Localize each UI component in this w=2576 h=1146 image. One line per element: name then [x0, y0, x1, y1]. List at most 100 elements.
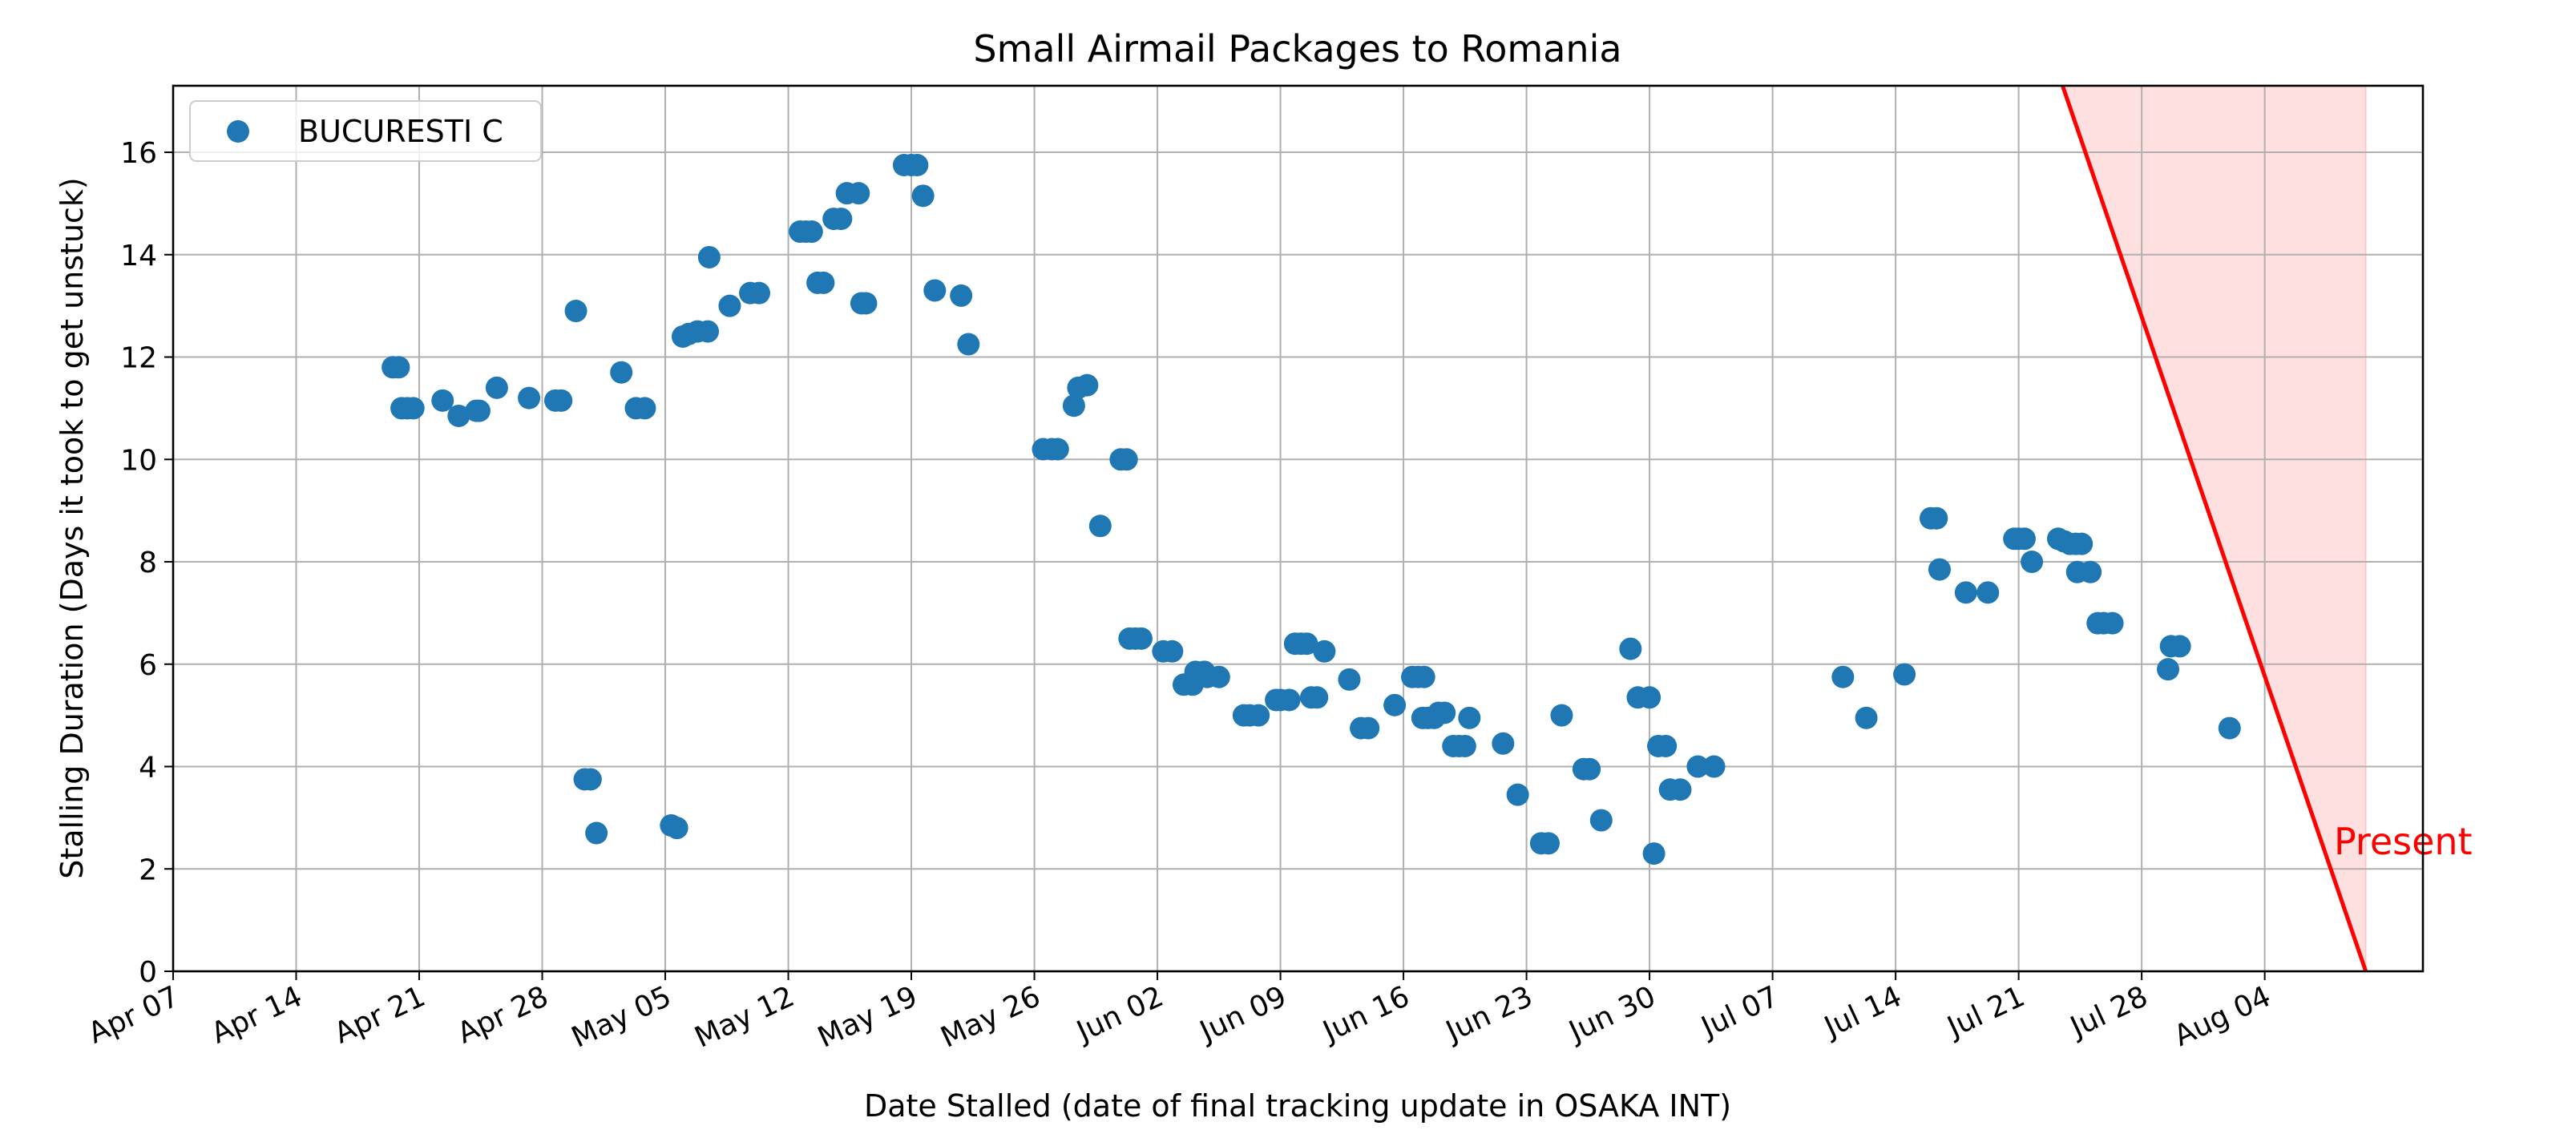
data-point [1433, 701, 1456, 724]
data-point [1076, 373, 1099, 397]
data-point [2157, 658, 2180, 681]
plot-frame [172, 84, 2425, 973]
data-point [718, 294, 741, 317]
data-point [518, 386, 541, 410]
data-point [387, 356, 410, 379]
grid [172, 86, 2423, 972]
data-point [812, 271, 835, 294]
y-tick-label: 10 [120, 444, 157, 477]
data-point [747, 281, 770, 305]
data-point [1129, 627, 1153, 650]
data-point [1492, 732, 1515, 755]
data-point [1306, 686, 1329, 709]
data-point [830, 208, 853, 231]
data-point [550, 389, 573, 412]
data-point [847, 182, 870, 205]
data-point [467, 399, 491, 422]
data-point [585, 821, 608, 845]
data-point [1115, 448, 1138, 471]
data-point [2070, 532, 2094, 555]
data-point [957, 333, 980, 356]
data-point [1686, 755, 1710, 778]
data-point [1088, 514, 1112, 538]
y-tick-label: 12 [120, 342, 157, 375]
data-point [950, 284, 973, 307]
data-point [2218, 716, 2241, 740]
data-point [2013, 527, 2036, 551]
data-point [911, 184, 935, 208]
data-point [1855, 706, 1878, 729]
data-point [564, 300, 587, 323]
data-point [579, 768, 602, 791]
y-tick-label: 2 [139, 853, 157, 886]
data-point [1313, 640, 1336, 663]
data-point [610, 361, 633, 384]
present-line-group: Present [2061, 85, 2473, 972]
data-point [1928, 558, 1951, 581]
data-point [1458, 706, 1481, 729]
present-label: Present [2334, 820, 2473, 863]
data-point [402, 397, 425, 420]
data-point [1976, 581, 2000, 604]
data-point [1654, 734, 1678, 757]
legend-box [189, 100, 542, 162]
data-point [1550, 704, 1573, 727]
data-point [1536, 832, 1560, 855]
data-point [1619, 637, 1642, 660]
data-point [1589, 809, 1613, 832]
data-point [2168, 635, 2191, 658]
data-point [1278, 688, 1301, 712]
data-point [1338, 668, 1361, 691]
legend: BUCURESTI C [189, 100, 542, 162]
data-point [1578, 757, 1601, 781]
data-point [1831, 665, 1855, 688]
data-point [696, 320, 720, 343]
y-axis-ticks: 0 2 4 6 8 10 12 14 16 [120, 137, 173, 989]
data-point [1925, 506, 1948, 530]
data-points [382, 154, 2241, 866]
data-point [1046, 438, 1069, 461]
data-point [1638, 686, 1661, 709]
data-point [1062, 394, 1085, 418]
data-point [1207, 665, 1230, 688]
data-point [633, 397, 656, 420]
data-point [1954, 581, 1977, 604]
data-point [1669, 778, 1692, 801]
data-point [1161, 640, 1184, 663]
legend-label: BUCURESTI C [298, 114, 503, 149]
present-line [2061, 85, 2368, 972]
x-axis-label: Date Stalled (date of final tracking upd… [864, 1088, 1731, 1124]
data-point [1642, 842, 1666, 866]
y-tick-label: 6 [139, 649, 157, 682]
data-point [697, 245, 721, 268]
y-axis-label: Stalling Duration (Days it took to get u… [55, 177, 90, 879]
data-point [1357, 716, 1380, 740]
data-point [800, 220, 823, 244]
y-tick-label: 8 [139, 547, 157, 579]
data-point [1702, 755, 1726, 778]
data-point [431, 389, 454, 412]
data-point [1453, 734, 1476, 757]
y-tick-label: 14 [120, 240, 157, 272]
data-point [1506, 783, 1529, 806]
data-point [2079, 560, 2102, 583]
data-point [923, 279, 947, 302]
data-point [485, 376, 508, 399]
y-tick-label: 4 [139, 752, 157, 785]
data-point [906, 154, 929, 177]
data-point [1247, 704, 1270, 727]
legend-marker [227, 120, 249, 143]
data-point [1893, 663, 1916, 686]
data-point [2101, 611, 2124, 635]
data-point [854, 292, 878, 315]
chart-title: Small Airmail Packages to Romania [973, 27, 1621, 71]
data-point [2021, 551, 2044, 574]
y-tick-label: 0 [139, 956, 157, 989]
y-tick-label: 16 [120, 137, 157, 170]
data-point [665, 817, 688, 840]
data-point [1383, 693, 1407, 716]
data-point [447, 404, 470, 427]
data-point [1412, 665, 1435, 688]
